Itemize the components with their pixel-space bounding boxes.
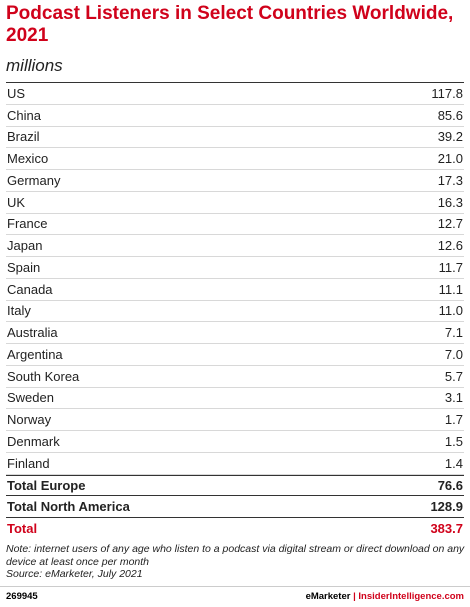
row-value: 11.1 (438, 281, 463, 297)
row-value: 21.0 (437, 151, 463, 167)
table-row: Canada 11.1 (6, 279, 464, 301)
row-value: 3.1 (444, 390, 463, 406)
row-label: Finland (7, 455, 50, 471)
row-value: 7.0 (444, 346, 463, 362)
table-row: China 85.6 (6, 105, 464, 127)
row-value: 5.7 (444, 368, 463, 384)
row-label: Germany (7, 172, 61, 188)
row-label: Japan (7, 238, 43, 254)
table-row: Australia 7.1 (6, 322, 464, 344)
title: Podcast Listeners in Select Countries Wo… (6, 3, 454, 46)
row-value: 11.0 (438, 303, 463, 319)
row-value: 39.2 (437, 129, 463, 145)
notes: Note: internet users of any age who list… (6, 543, 466, 581)
note: Note: internet users of any age who list… (6, 543, 465, 568)
row-value: 12.6 (437, 238, 463, 254)
footer: 269945 eMarketer | InsiderIntelligence.c… (0, 586, 470, 607)
table-row: Japan 12.6 (6, 235, 464, 257)
row-label: Sweden (7, 390, 54, 406)
row-label: Australia (7, 325, 58, 341)
footer-brand: eMarketer | InsiderIntelligence.com (306, 591, 464, 602)
row-value: 117.8 (431, 85, 463, 101)
table-row: Argentina 7.0 (6, 344, 464, 366)
row-value: 1.4 (444, 455, 463, 471)
site: InsiderIntelligence.com (358, 591, 464, 602)
table-row: Total Europe 76.6 (6, 474, 464, 497)
row-value: 76.6 (437, 477, 463, 493)
row-label: Denmark (7, 433, 60, 449)
table-row: Spain 11.7 (6, 257, 464, 279)
table-row: Norway 1.7 (6, 409, 464, 431)
table-row: UK 16.3 (6, 192, 464, 214)
row-value: 85.6 (437, 107, 463, 123)
table-row: Brazil 39.2 (6, 127, 464, 149)
row-label: Brazil (7, 129, 40, 145)
row-label: China (7, 107, 41, 123)
table-row: Germany 17.3 (6, 170, 464, 192)
brand: eMarketer (305, 591, 351, 602)
table: US 117.8 China 85.6 Brazil 39.2 Mexico 21.0 Germ… (6, 82, 464, 540)
table-row: Total North America 128.9 (6, 496, 464, 518)
source: Source: eMarketer, July 2021 (6, 568, 143, 580)
row-label: Total Europe (7, 477, 86, 493)
table-row: Italy 11.0 (6, 301, 464, 323)
table-row: South Korea 5.7 (6, 366, 464, 388)
table-row: Total 383.7 (6, 518, 464, 540)
row-label: Argentina (7, 346, 63, 362)
row-value: 1.5 (444, 433, 463, 449)
row-label: Canada (7, 281, 53, 297)
table-row: France 12.7 (6, 214, 464, 236)
row-value: 7.1 (444, 325, 463, 341)
row-label: UK (7, 194, 26, 210)
table-row: Denmark 1.5 (6, 431, 464, 453)
row-label: South Korea (7, 368, 80, 384)
row-value: 16.3 (437, 194, 463, 210)
row-label: Mexico (7, 151, 49, 167)
row-value: 17.3 (437, 172, 463, 188)
separator: | (353, 591, 356, 602)
row-value: 1.7 (444, 412, 463, 428)
row-label: US (7, 85, 26, 101)
row-value: 128.9 (430, 499, 463, 515)
table-row: Sweden 3.1 (6, 388, 464, 410)
chart-id: 269945 (6, 591, 38, 602)
row-label: Spain (7, 259, 41, 275)
row-value: 12.7 (437, 216, 463, 232)
table-row: Finland 1.4 (6, 453, 464, 475)
table-row: US 117.8 (6, 83, 464, 105)
row-value: 383.7 (430, 521, 463, 537)
row-label: Total (7, 521, 38, 537)
row-label: Italy (7, 303, 31, 319)
row-value: 11.7 (438, 259, 463, 275)
row-label: France (7, 216, 48, 232)
table-row: Mexico 21.0 (6, 148, 464, 170)
subtitle: millions (6, 56, 63, 75)
row-label: Norway (7, 412, 52, 428)
row-label: Total North America (7, 499, 130, 515)
